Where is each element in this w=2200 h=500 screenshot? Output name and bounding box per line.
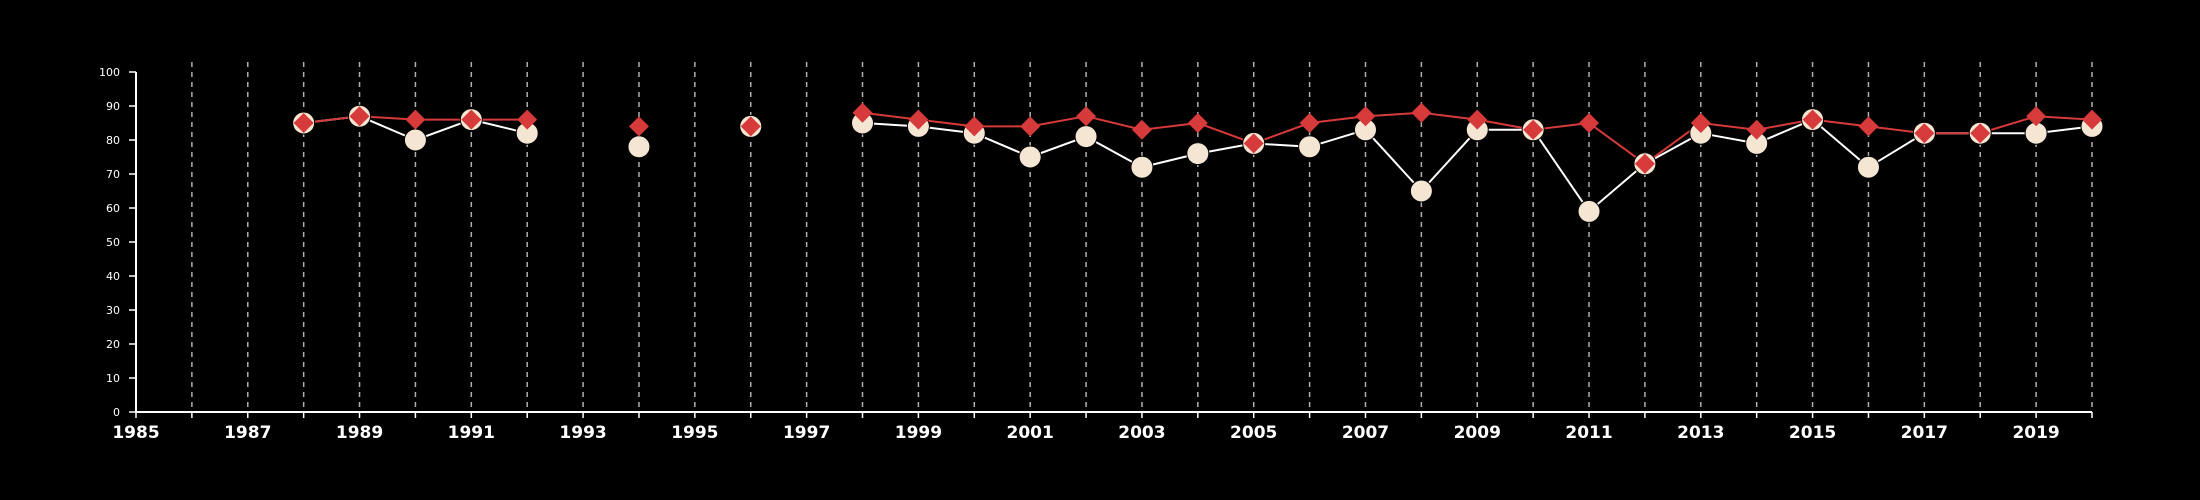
series-1-segment-2013-2014	[1700, 122, 1757, 131]
series-0-segment-2011-2012	[1588, 163, 1646, 213]
x-tick-label-2005: 2005	[1230, 423, 1277, 443]
series-1-point-2011	[1579, 113, 1600, 133]
series-1-point-2014	[1746, 119, 1767, 140]
x-tick-label-2009: 2009	[1454, 423, 1501, 443]
series-0-segment-2010-2011	[1532, 129, 1590, 212]
series-0-point-1994	[627, 135, 651, 159]
series-0-point-2016	[1856, 155, 1880, 179]
series-1-point-2020	[2082, 109, 2102, 130]
series-1-segment-2011-2012	[1588, 122, 1646, 165]
y-tick-label-20: 20	[106, 338, 120, 351]
series-1-point-1990	[405, 109, 426, 130]
series-1-point-1989	[349, 106, 370, 127]
x-tick-label-1991: 1991	[448, 423, 495, 443]
series-1-point-2008	[1411, 102, 1432, 123]
series-1-point-2017	[1914, 123, 1935, 144]
series-0-point-2002	[1074, 125, 1098, 149]
x-tick-label-1997: 1997	[783, 423, 830, 443]
series-1-point-1988	[293, 113, 314, 133]
x-tick-label-2011: 2011	[1565, 423, 1612, 443]
series-1-point-2005	[1243, 133, 1264, 154]
series-1-point-2000	[964, 116, 985, 137]
series-0-point-2003	[1130, 155, 1154, 179]
x-tick-label-1987: 1987	[224, 423, 271, 443]
x-tick-label-2015: 2015	[1789, 423, 1836, 443]
x-tick-label-1993: 1993	[559, 423, 606, 443]
series-0-point-1990	[403, 128, 427, 152]
x-tick-label-1999: 1999	[895, 423, 942, 443]
x-tick-label-2013: 2013	[1677, 423, 1724, 443]
x-tick-label-2007: 2007	[1342, 423, 1389, 443]
series-1-point-1994	[628, 116, 649, 137]
series-1-segment-2006-2007	[1309, 115, 1366, 124]
series-1-point-2012	[1634, 153, 1655, 174]
y-tick-label-90: 90	[106, 100, 120, 113]
series-1-point-2006	[1299, 113, 1320, 133]
series-1-point-2003	[1131, 119, 1152, 140]
series-1-point-2010	[1523, 119, 1544, 140]
series-0-point-2008	[1409, 179, 1433, 203]
x-tick-label-2001: 2001	[1007, 423, 1054, 443]
series-1-point-2016	[1858, 116, 1879, 137]
series-0-point-2011	[1577, 199, 1601, 223]
series-1-point-1999	[908, 109, 929, 130]
series-1-segment-2003-2004	[1141, 122, 1198, 131]
x-tick-label-2017: 2017	[1901, 423, 1948, 443]
x-tick-label-2003: 2003	[1118, 423, 1165, 443]
x-tick-label-1985: 1985	[112, 423, 159, 443]
y-tick-label-60: 60	[106, 202, 120, 215]
series-0-point-2001	[1018, 145, 1042, 169]
series-1-point-2019	[2026, 106, 2047, 127]
series-1-segment-1998-1999	[862, 111, 919, 121]
series-1-point-2002	[1076, 106, 1097, 127]
series-1-point-1996	[740, 116, 761, 137]
series-layer	[292, 102, 2104, 223]
series-1-point-1992	[517, 109, 538, 130]
y-tick-label-40: 40	[106, 270, 120, 283]
axis-layer: 0 10 20 30 40 50 60 70 80 90 100 1985 1987 1989 1991 19…	[99, 66, 2093, 443]
y-tick-label-0: 0	[113, 406, 120, 419]
series-0-point-2006	[1298, 135, 1322, 159]
series-0-segment-2015-2016	[1811, 118, 1870, 168]
series-1-point-2004	[1187, 113, 1208, 133]
y-tick-label-50: 50	[106, 236, 120, 249]
y-tick-label-10: 10	[106, 372, 120, 385]
series-1-segment-2002-2003	[1085, 115, 1143, 131]
series-1-point-2018	[1970, 123, 1991, 144]
series-1-point-1991	[461, 109, 482, 130]
series-1-point-2001	[1020, 116, 1041, 137]
x-tick-label-1989: 1989	[336, 423, 383, 443]
series-1-point-2013	[1690, 113, 1711, 133]
series-1-point-2009	[1467, 109, 1488, 130]
y-tick-label-80: 80	[106, 134, 120, 147]
series-1-point-2007	[1355, 106, 1376, 127]
series-0-point-2004	[1186, 142, 1210, 166]
series-1-segment-2008-2009	[1421, 111, 1478, 121]
series-1-segment-2001-2002	[1029, 115, 1087, 128]
y-tick-label-100: 100	[99, 66, 120, 79]
x-tick-label-1995: 1995	[671, 423, 718, 443]
grid-layer	[191, 62, 2093, 412]
series-1-point-1998	[852, 102, 873, 123]
y-tick-label-30: 30	[106, 304, 120, 317]
series-1-point-2015	[1802, 109, 1823, 130]
y-tick-label-70: 70	[106, 168, 120, 181]
x-tick-label-2019: 2019	[2012, 423, 2059, 443]
series-0-segment-2007-2008	[1364, 129, 1423, 192]
series-0-segment-2008-2009	[1420, 129, 1478, 192]
